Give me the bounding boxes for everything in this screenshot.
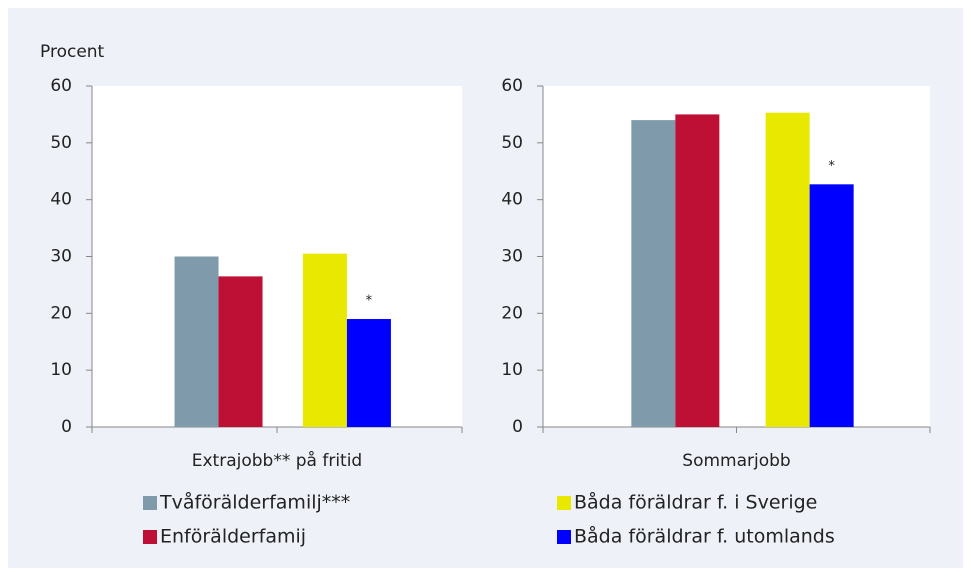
y-tick-label: 10 <box>501 360 523 380</box>
legend-label: Båda föräldrar f. i Sverige <box>574 491 817 514</box>
legend-swatch <box>557 496 571 510</box>
legend-label: Enförälderfamij <box>160 526 306 548</box>
plot-area <box>543 86 930 427</box>
bar <box>809 184 854 427</box>
y-tick-label: 30 <box>501 247 523 267</box>
bar <box>218 276 263 427</box>
y-tick-label: 10 <box>50 360 72 380</box>
y-tick-label: 50 <box>50 133 72 153</box>
bar <box>302 253 347 427</box>
y-tick-label: 0 <box>61 417 72 437</box>
y-tick-label: 60 <box>501 76 523 96</box>
y-tick-label: 20 <box>501 303 523 323</box>
y-tick-label: 40 <box>50 190 72 210</box>
bar <box>346 319 391 427</box>
x-axis-label: Sommarjobb <box>682 451 790 471</box>
legend-swatch <box>143 496 157 510</box>
bar <box>675 114 720 428</box>
annotation: * <box>828 159 835 174</box>
bar <box>765 112 810 427</box>
legend-label: Båda föräldrar f. utomlands <box>574 525 835 548</box>
y-tick-label: 30 <box>50 247 72 267</box>
annotation: * <box>366 294 373 309</box>
legend-swatch <box>557 530 571 544</box>
legend-label: Tvåförälderfamilj*** <box>159 491 350 514</box>
x-axis-label: Extrajobb** på fritid <box>192 450 362 471</box>
y-tick-label: 50 <box>501 133 523 153</box>
bar <box>631 120 676 427</box>
plot-area <box>92 86 462 427</box>
y-tick-label: 40 <box>501 190 523 210</box>
bar <box>174 256 219 427</box>
y-tick-label: 0 <box>512 417 523 437</box>
y-tick-label: 20 <box>50 303 72 323</box>
legend-swatch <box>143 530 157 544</box>
y-axis-label: Procent <box>40 42 105 62</box>
y-tick-label: 60 <box>50 76 72 96</box>
